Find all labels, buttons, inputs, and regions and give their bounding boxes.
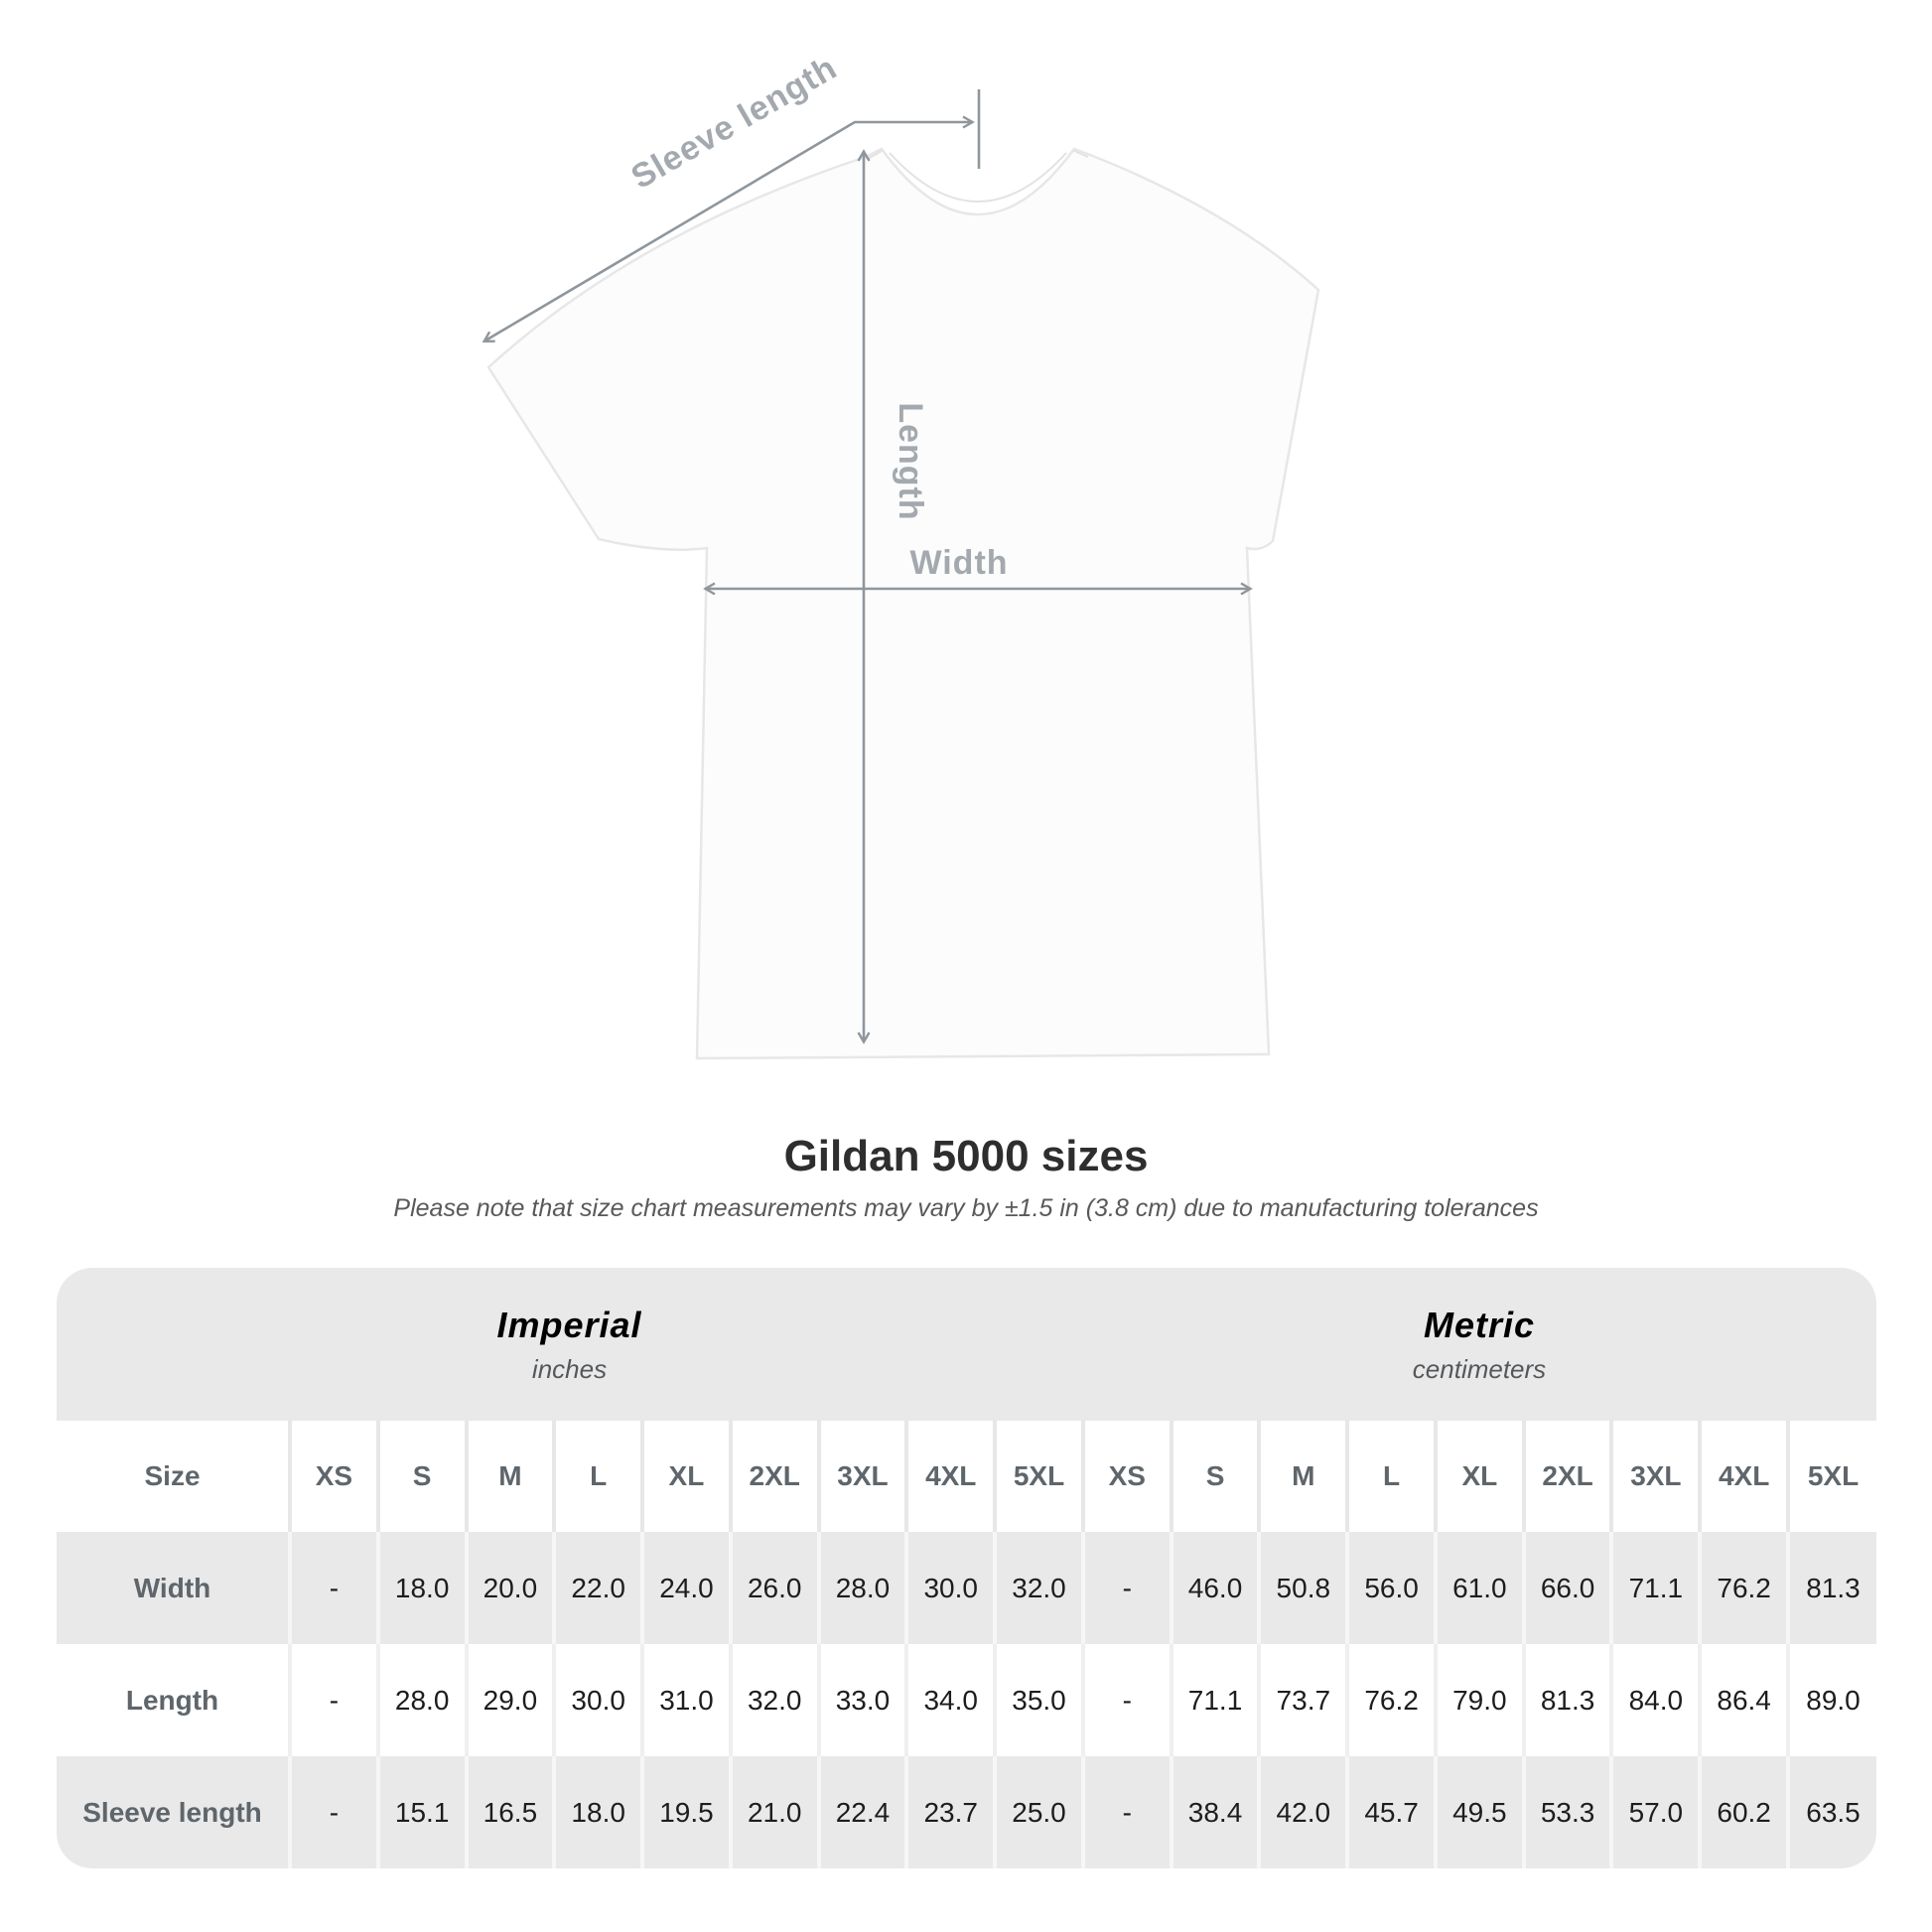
size-table: Imperial inches Metric centimeters Size … xyxy=(57,1268,1876,1868)
sleeve-length-label: Sleeve length xyxy=(624,49,843,197)
table-cell: 53.3 xyxy=(1521,1756,1612,1868)
table-cell: 38.4 xyxy=(1169,1756,1260,1868)
table-cell: - xyxy=(1080,1644,1172,1756)
table-cell: 16.5 xyxy=(464,1756,555,1868)
imperial-unit-header: Imperial inches xyxy=(57,1268,1082,1421)
table-cell: 86.4 xyxy=(1698,1644,1789,1756)
table-cell: 22.0 xyxy=(552,1532,643,1644)
size-header-cell: 2XL xyxy=(1521,1421,1612,1532)
table-cell: 30.0 xyxy=(552,1644,643,1756)
table-cell: 76.2 xyxy=(1345,1644,1436,1756)
width-row: Width - 18.0 20.0 22.0 24.0 26.0 28.0 30… xyxy=(57,1532,1876,1644)
size-header-cell: XS xyxy=(1080,1421,1172,1532)
size-header-cell: XL xyxy=(640,1421,731,1532)
table-cell: - xyxy=(288,1756,378,1868)
row-label: Length xyxy=(125,1684,219,1716)
table-cell: 50.8 xyxy=(1257,1532,1348,1644)
table-cell: - xyxy=(1080,1756,1172,1868)
sleeve-length-row: Sleeve length - 15.1 16.5 18.0 19.5 21.0… xyxy=(57,1756,1876,1868)
table-cell: 25.0 xyxy=(993,1756,1083,1868)
table-cell: 56.0 xyxy=(1345,1532,1436,1644)
imperial-label: Imperial xyxy=(496,1304,642,1345)
table-cell: 33.0 xyxy=(816,1644,907,1756)
table-cell: 28.0 xyxy=(816,1532,907,1644)
metric-label: Metric xyxy=(1423,1304,1536,1345)
tolerance-note: Please note that size chart measurements… xyxy=(393,1194,1539,1222)
length-label: Length xyxy=(892,402,929,520)
table-cell: 81.3 xyxy=(1521,1644,1612,1756)
table-cell: 42.0 xyxy=(1257,1756,1348,1868)
table-cell: 45.7 xyxy=(1345,1756,1436,1868)
table-cell: 63.5 xyxy=(1786,1756,1876,1868)
table-cell: 29.0 xyxy=(464,1644,555,1756)
table-cell: 15.1 xyxy=(375,1756,467,1868)
size-header-cell: 4XL xyxy=(904,1421,996,1532)
right-shoulder-seam xyxy=(1073,150,1089,158)
size-header-cell: 2XL xyxy=(728,1421,819,1532)
size-header-cell: XL xyxy=(1433,1421,1524,1532)
table-cell: - xyxy=(288,1644,378,1756)
size-header-cell: M xyxy=(464,1421,555,1532)
table-cell: 35.0 xyxy=(993,1644,1083,1756)
length-row: Length - 28.0 29.0 30.0 31.0 32.0 33.0 3… xyxy=(57,1644,1876,1756)
size-header-cell: L xyxy=(1345,1421,1436,1532)
table-cell: 89.0 xyxy=(1786,1644,1876,1756)
table-cell: 19.5 xyxy=(640,1756,731,1868)
table-cell: 32.0 xyxy=(728,1644,819,1756)
row-label: Width xyxy=(133,1572,211,1603)
size-header-cell: 5XL xyxy=(1786,1421,1876,1532)
table-cell: 73.7 xyxy=(1257,1644,1348,1756)
size-header-cell: S xyxy=(375,1421,467,1532)
size-header-cell: XS xyxy=(288,1421,378,1532)
row-label: Sleeve length xyxy=(82,1796,262,1828)
table-cell: 71.1 xyxy=(1609,1532,1701,1644)
table-cell: - xyxy=(288,1532,378,1644)
tshirt-graphic xyxy=(486,147,1320,1060)
table-cell: 32.0 xyxy=(993,1532,1083,1644)
width-label: Width xyxy=(909,544,1008,582)
table-cell: 49.5 xyxy=(1433,1756,1524,1868)
table-cell: 22.4 xyxy=(816,1756,907,1868)
table-cell: 23.7 xyxy=(904,1756,996,1868)
table-cell: 61.0 xyxy=(1433,1532,1524,1644)
table-cell: 30.0 xyxy=(904,1532,996,1644)
table-cell: 46.0 xyxy=(1169,1532,1260,1644)
table-cell: 24.0 xyxy=(640,1532,731,1644)
table-cell: 79.0 xyxy=(1433,1644,1524,1756)
table-cell: 28.0 xyxy=(375,1644,467,1756)
table-cell: 66.0 xyxy=(1521,1532,1612,1644)
table-cell: 60.2 xyxy=(1698,1756,1789,1868)
size-header-cell: L xyxy=(552,1421,643,1532)
size-header-cell: 3XL xyxy=(816,1421,907,1532)
inches-label: inches xyxy=(531,1353,608,1384)
table-cell: 76.2 xyxy=(1698,1532,1789,1644)
size-col-header: Size xyxy=(144,1460,201,1491)
table-cell: 18.0 xyxy=(552,1756,643,1868)
table-cell: - xyxy=(1080,1532,1172,1644)
table-cell: 34.0 xyxy=(904,1644,996,1756)
table-cell: 20.0 xyxy=(464,1532,555,1644)
metric-unit-header: Metric centimeters xyxy=(1082,1268,1876,1421)
size-header-row: Size XS S M L XL 2XL 3XL 4XL 5XL XS S M … xyxy=(57,1421,1876,1532)
size-header-cell: S xyxy=(1169,1421,1260,1532)
table-cell: 31.0 xyxy=(640,1644,731,1756)
table-cell: 71.1 xyxy=(1169,1644,1260,1756)
size-header-cell: 5XL xyxy=(993,1421,1083,1532)
table-cell: 26.0 xyxy=(728,1532,819,1644)
table-cell: 84.0 xyxy=(1609,1644,1701,1756)
size-header-cell: 4XL xyxy=(1698,1421,1789,1532)
size-header-cell: M xyxy=(1257,1421,1348,1532)
size-header-cell: 3XL xyxy=(1609,1421,1701,1532)
table-cell: 18.0 xyxy=(375,1532,467,1644)
sleeve-length-arrow xyxy=(482,115,975,343)
table-cell: 57.0 xyxy=(1609,1756,1701,1868)
measurements-table: Size XS S M L XL 2XL 3XL 4XL 5XL XS S M … xyxy=(57,1421,1876,1868)
page-title: Gildan 5000 sizes xyxy=(783,1132,1149,1180)
unit-header-band: Imperial inches Metric centimeters xyxy=(57,1268,1876,1421)
table-cell: 21.0 xyxy=(728,1756,819,1868)
table-cell: 81.3 xyxy=(1786,1532,1876,1644)
centimeters-label: centimeters xyxy=(1412,1353,1547,1384)
tshirt-measurement-figure: Sleeve length Length Width xyxy=(482,49,1320,1060)
